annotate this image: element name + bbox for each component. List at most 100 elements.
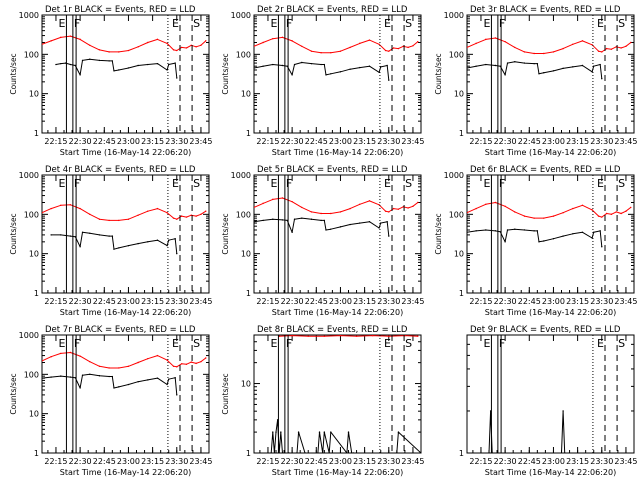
events-point: [262, 219, 264, 222]
x-tick-label: 22:15: [256, 457, 279, 466]
x-tick-label: 23:00: [117, 457, 140, 466]
x-tick-label: 23:45: [401, 137, 424, 146]
lld-point: [156, 354, 159, 357]
lld-point: [601, 51, 603, 53]
events-point: [118, 386, 120, 388]
chart-panel-7: Det 7r BLACK = Events, RED = LLD 1 10 100 10…: [9, 325, 212, 477]
marker-label: E: [597, 177, 604, 190]
lld-point: [514, 46, 516, 49]
events-point: [111, 235, 114, 237]
y-tick-label: 1000: [19, 331, 39, 340]
marker-label: S: [618, 337, 625, 350]
x-tick-label: 23:15: [141, 137, 164, 146]
x-tick-label: 23:15: [353, 457, 376, 466]
chart-title: Det 9r BLACK = Events, RED = LLD: [470, 325, 621, 335]
series-group: [42, 351, 207, 396]
y-tick-label: 10: [29, 410, 39, 419]
lld-point: [89, 360, 91, 363]
lld-point: [339, 211, 342, 213]
lld-point: [610, 48, 613, 50]
y-tick-label: 100: [236, 210, 251, 219]
lld-point: [349, 46, 351, 49]
events-point: [113, 70, 115, 72]
lld-point: [60, 204, 62, 206]
lld-point: [60, 352, 62, 355]
lld-point: [384, 210, 387, 212]
marker-label: F: [286, 337, 292, 350]
lld-point: [572, 207, 574, 210]
x-tick-label: 22:30: [281, 137, 304, 146]
marker-label: S: [193, 337, 200, 350]
events-point: [168, 63, 170, 66]
y-tick-label: 1000: [19, 171, 39, 180]
x-tick-label: 22:15: [469, 137, 492, 146]
y-tick-label: 10: [29, 90, 39, 99]
lld-point: [307, 335, 309, 337]
events-point: [322, 452, 324, 453]
lld-point: [98, 218, 101, 220]
lld-point: [195, 215, 197, 217]
lld-point: [108, 51, 110, 53]
lld-line: [42, 204, 207, 221]
lld-point: [69, 351, 72, 354]
events-point: [504, 241, 506, 243]
events-point: [310, 62, 313, 65]
events-point: [323, 63, 326, 66]
events-point: [174, 62, 176, 64]
events-point: [89, 232, 91, 234]
lld-point: [172, 365, 175, 368]
events-point: [69, 63, 72, 66]
events-point: [523, 229, 526, 231]
events-point: [147, 379, 149, 381]
lld-line: [279, 335, 418, 337]
lld-point: [467, 46, 468, 49]
events-point: [581, 231, 584, 233]
events-point: [118, 247, 120, 249]
events-point: [359, 222, 361, 224]
lld-point: [523, 215, 526, 217]
x-tick-label: 23:45: [614, 297, 637, 306]
plot-frame: [253, 334, 422, 454]
lld-point: [581, 40, 584, 42]
events-point: [262, 65, 264, 67]
x-tick-label: 23:00: [542, 137, 565, 146]
events-point: [475, 230, 477, 232]
x-tick-label: 23:45: [189, 297, 212, 306]
events-point: [533, 230, 535, 232]
y-tick-label: 1: [459, 289, 464, 298]
lld-point: [301, 45, 303, 48]
events-point: [108, 60, 110, 62]
chart-title: Det 6r BLACK = Events, RED = LLD: [470, 165, 621, 175]
chart-panel-3: Det 3r BLACK = Events, RED = LLD 1 10 100 10…: [434, 5, 637, 157]
events-point: [156, 239, 159, 241]
marker-label: S: [193, 177, 200, 190]
lld-point: [176, 366, 178, 368]
marker-label: F: [74, 177, 80, 190]
events-point: [514, 228, 516, 230]
lld-point: [195, 362, 197, 365]
x-axis-label: Start Time (16-May-14 22:06:20): [485, 308, 616, 317]
y-tick-label: 100: [24, 210, 39, 219]
x-tick-label: 23:15: [141, 297, 164, 306]
lld-point: [504, 205, 506, 208]
events-point: [339, 71, 342, 73]
y-tick-label: 1000: [231, 11, 251, 20]
events-point: [320, 219, 322, 222]
events-point: [89, 373, 91, 376]
events-point: [281, 452, 284, 453]
lld-point: [601, 216, 603, 218]
x-tick-label: 23:30: [590, 297, 613, 306]
marker-label: E: [270, 17, 277, 30]
events-point: [79, 74, 81, 76]
events-point: [564, 452, 566, 453]
lld-point: [108, 219, 110, 222]
x-tick-label: 23:15: [566, 137, 589, 146]
lld-point: [272, 37, 274, 40]
series-group: [467, 201, 632, 248]
events-point: [330, 228, 332, 230]
lld-point: [262, 202, 264, 205]
events-point: [113, 248, 115, 250]
x-tick-label: 22:45: [93, 297, 116, 306]
x-tick-label: 22:30: [281, 457, 304, 466]
